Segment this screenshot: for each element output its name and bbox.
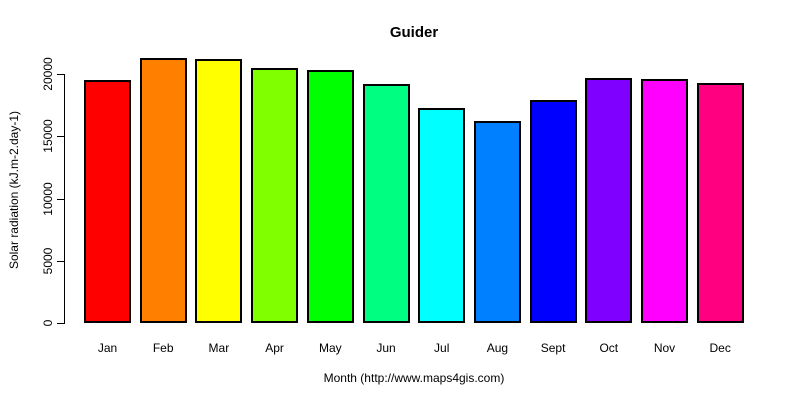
y-axis-label: Solar radiation (kJ.m-2.day-1)	[7, 110, 21, 270]
bar-dec	[696, 82, 744, 323]
x-tick-label-nov: Nov	[653, 341, 676, 355]
chart-title: Guider	[389, 24, 439, 41]
bar-may	[306, 70, 354, 323]
y-tick-label-10000: 10000	[41, 181, 55, 216]
x-tick-label-sept: Sept	[540, 341, 566, 355]
y-tick-label-15000: 15000	[41, 119, 55, 153]
bar-jul	[418, 107, 466, 323]
x-tick-label-jul: Jul	[434, 341, 450, 355]
x-tick-label-mar: Mar	[208, 341, 230, 355]
y-tick-mark-15000	[57, 136, 65, 138]
x-tick-label-feb: Feb	[152, 341, 174, 355]
bar-nov	[641, 79, 688, 323]
bar-apr	[251, 67, 299, 323]
x-tick-label-dec: Dec	[709, 341, 731, 355]
bar-oct	[585, 77, 633, 323]
bar-feb	[139, 57, 187, 323]
bar-jan	[84, 80, 131, 323]
x-tick-label-aug: Aug	[486, 341, 509, 355]
y-tick-mark-5000	[57, 260, 65, 262]
bar-jun	[362, 84, 410, 323]
x-tick-label-jun: Jun	[376, 341, 396, 355]
x-tick-label-jan: Jan	[97, 341, 118, 355]
bar-sept	[529, 100, 577, 323]
y-tick-mark-0	[57, 323, 65, 324]
y-tick-label-20000: 20000	[41, 57, 55, 91]
x-tick-label-apr: Apr	[265, 341, 284, 355]
x-axis-label: Month (http://www.maps4gis.com)	[323, 371, 505, 385]
bar-aug	[473, 121, 521, 323]
bar-mar	[195, 59, 243, 323]
y-tick-label-5000: 5000	[41, 247, 55, 275]
x-tick-label-may: May	[318, 341, 342, 355]
y-tick-mark-10000	[57, 198, 65, 200]
y-tick-label-0: 0	[41, 319, 55, 327]
y-tick-mark-20000	[57, 74, 65, 75]
x-tick-label-oct: Oct	[599, 341, 619, 355]
